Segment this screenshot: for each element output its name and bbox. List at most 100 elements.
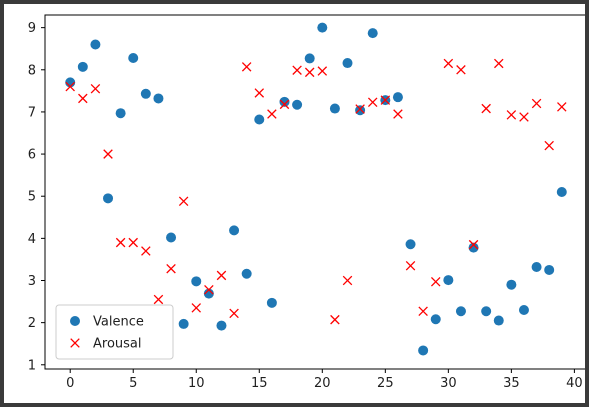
y-axis: 1 2 3 4 5 6 7 8 9 [28,21,45,373]
valence-point [506,279,517,290]
valence-point [493,315,504,326]
arousal-point [178,196,189,207]
arousal-point [557,102,567,112]
valence-point [392,92,403,103]
x-tick-label: 5 [129,376,137,391]
valence-point [443,275,454,286]
arousal-point [254,88,265,98]
y-tick-label: 5 [28,190,36,205]
arousal-point [405,260,416,271]
legend-valence-marker [70,316,80,326]
arousal-point [128,237,138,248]
arousal-point [456,65,466,75]
valence-point [279,96,290,107]
series-arousal [65,58,567,325]
arousal-point [216,270,227,281]
valence-point [103,193,114,204]
x-tick-label: 15 [251,376,268,391]
valence-point [166,232,177,243]
scatter-chart: 0 5 10 15 20 25 30 35 40 1 2 3 4 5 6 7 8 9 Valence Arousa… [28,14,585,391]
valence-point [367,28,378,39]
valence-point [342,58,353,69]
x-tick-label: 40 [566,376,583,391]
y-tick-label: 8 [28,63,36,78]
arousal-point [241,62,252,72]
arousal-point [544,140,554,151]
arousal-point [103,149,113,159]
valence-point [556,187,567,197]
arousal-point [531,98,542,109]
valence-point [229,225,240,236]
valence-point [430,314,441,325]
valence-point [292,99,303,110]
arousal-point [443,58,454,69]
x-tick-label: 10 [188,376,205,391]
y-tick-label: 9 [28,21,36,36]
arousal-point [430,277,441,287]
valence-point [241,268,252,279]
arousal-point [65,81,75,92]
valence-point [304,53,315,64]
valence-point [317,22,328,33]
x-axis: 0 5 10 15 20 25 30 35 40 [66,369,583,391]
valence-point [178,318,189,329]
y-tick-label: 4 [28,232,36,247]
arousal-point [468,239,479,250]
arousal-point [317,66,328,76]
data-points [65,22,567,356]
legend: Valence Arousal [55,304,174,360]
valence-point [115,108,126,119]
legend-arousal-marker [70,338,80,348]
valence-point [544,264,555,275]
valence-point [355,105,366,116]
valence-point [140,88,151,99]
y-tick-label: 7 [28,105,36,120]
arousal-point [393,109,403,119]
arousal-point [292,65,302,75]
arousal-point [330,314,340,325]
valence-point [455,306,466,317]
arousal-point [304,67,315,78]
arousal-point [367,97,378,107]
arousal-point [494,58,504,69]
arousal-point [380,95,391,105]
legend-label-arousal: Arousal [93,337,142,352]
arousal-point [355,104,365,114]
y-tick-label: 3 [28,274,36,289]
arousal-point [267,109,277,119]
valence-point [90,39,101,50]
arousal-point [229,308,239,319]
valence-point [191,276,202,287]
valence-point [405,239,416,250]
valence-point [153,93,164,104]
arousal-point [279,99,290,110]
x-tick-label: 35 [503,376,520,391]
valence-point [203,288,214,299]
valence-point [216,320,227,331]
valence-point [77,61,88,72]
arousal-point [141,246,151,256]
y-tick-label: 6 [28,148,36,163]
y-tick-label: 2 [28,316,36,331]
arousal-point [342,275,353,286]
arousal-point [481,103,491,114]
arousal-point [78,93,88,104]
valence-point [128,52,139,63]
valence-point [481,306,492,317]
legend-label-valence: Valence [93,315,144,330]
arousal-point [90,83,101,94]
y-tick-label: 1 [28,358,36,373]
valence-point [518,305,529,315]
valence-point [418,345,429,356]
arousal-point [519,112,529,122]
valence-point [531,262,542,273]
legend-box [55,304,174,360]
x-tick-label: 30 [440,376,457,391]
arousal-point [191,303,202,313]
x-tick-label: 20 [314,376,331,391]
arousal-point [115,237,126,248]
arousal-point [506,110,517,120]
x-tick-label: 25 [377,376,394,391]
arousal-point [418,306,428,317]
